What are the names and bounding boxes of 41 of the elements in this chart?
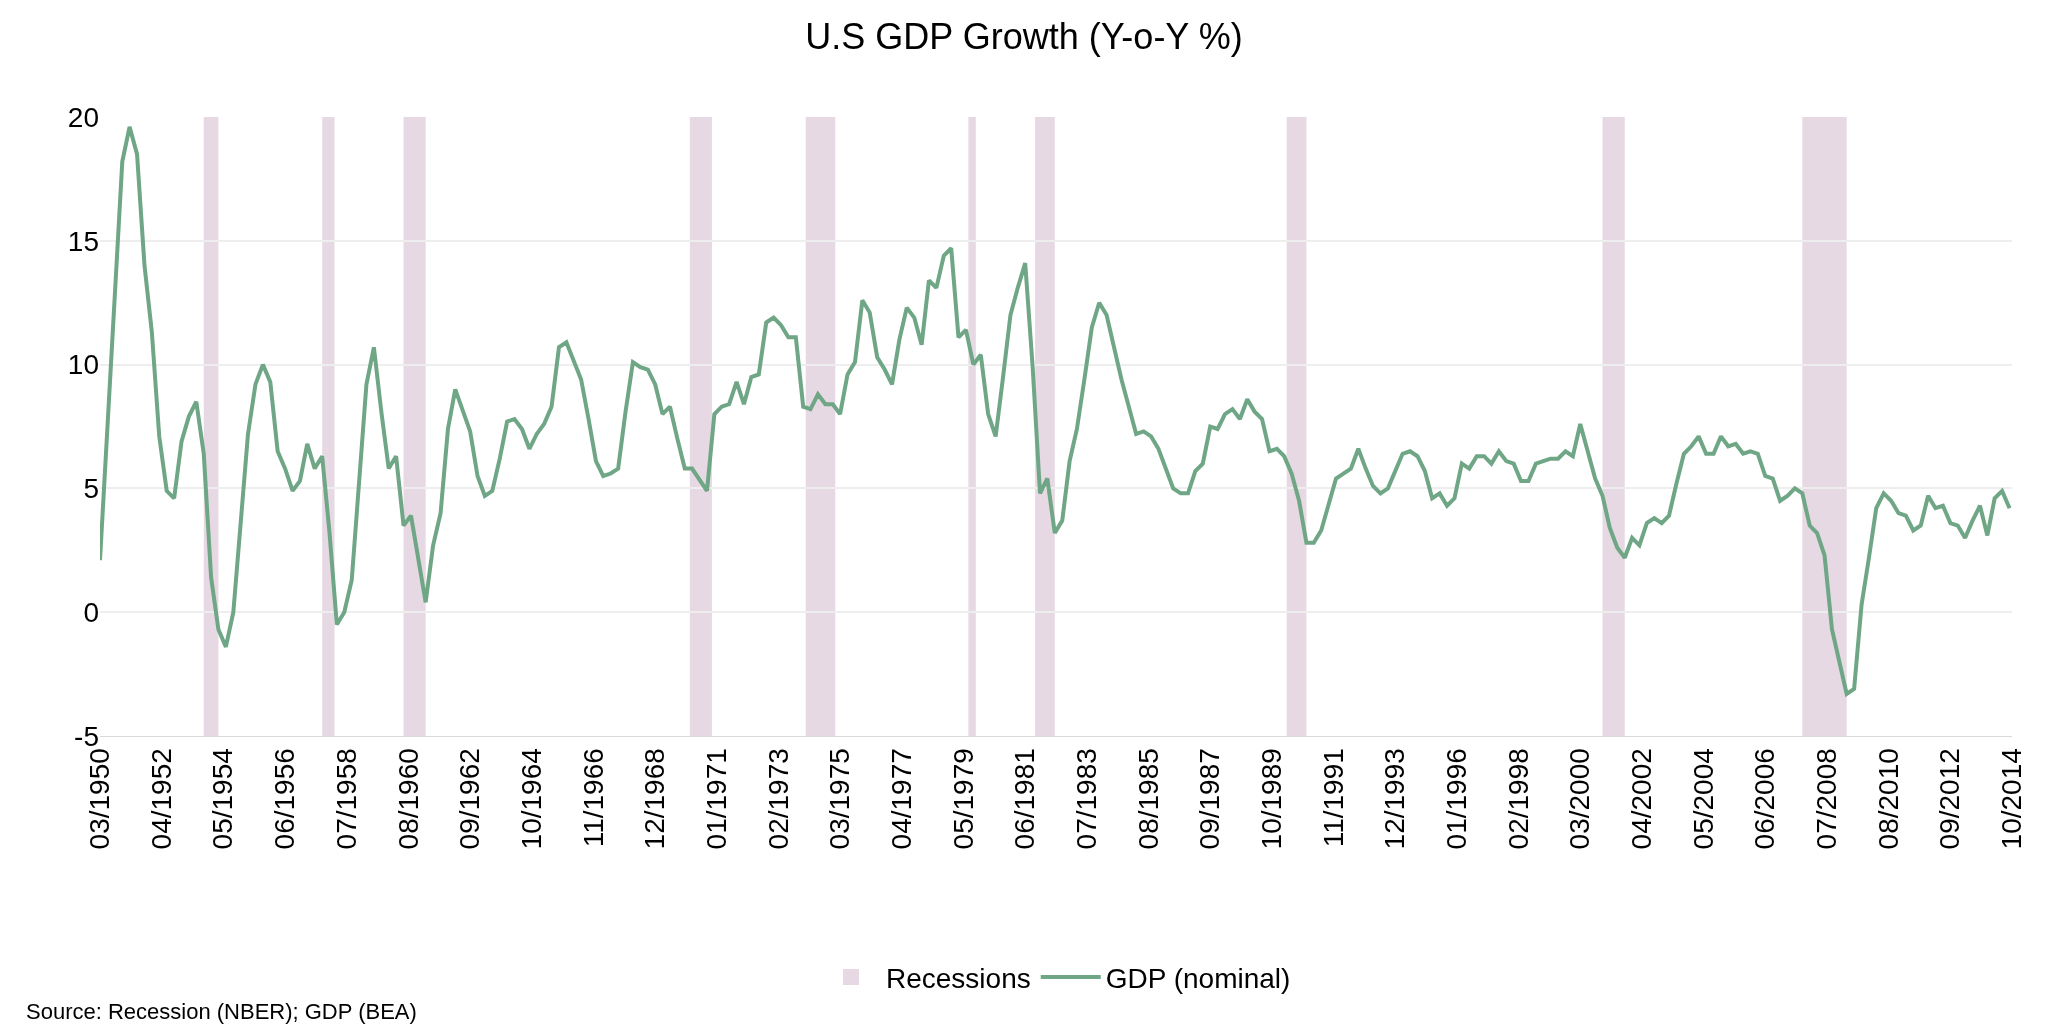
x-tick-label: 06/2006 xyxy=(1749,748,1781,850)
y-tick-label: 10 xyxy=(67,349,99,381)
x-tick-label: 01/1971 xyxy=(700,748,732,850)
x-tick-label: 05/1954 xyxy=(207,748,239,850)
x-tick-label: 04/1977 xyxy=(885,748,917,850)
x-tick-label: 10/1989 xyxy=(1256,748,1288,850)
x-tick-label: 02/1998 xyxy=(1502,748,1534,850)
line-series xyxy=(100,124,2012,696)
x-tick-label: 04/1952 xyxy=(145,748,177,850)
x-tick-label: 03/1975 xyxy=(824,748,856,850)
x-tick-label: 05/1979 xyxy=(947,748,979,850)
x-tick-label: 09/1987 xyxy=(1194,748,1226,850)
y-tick-label: 15 xyxy=(67,225,99,257)
legend-label: GDP (nominal) xyxy=(1105,963,1291,995)
y-tick-label: 5 xyxy=(83,473,99,505)
x-tick-label: 02/1973 xyxy=(762,748,794,850)
x-tick-label: 01/1996 xyxy=(1441,748,1473,850)
x-tick-label: 08/1960 xyxy=(392,748,424,850)
x-tick-label: 08/1985 xyxy=(1132,748,1164,850)
chart-title: U.S GDP Growth (Y-o-Y %) xyxy=(805,15,1243,57)
x-tick-label: 05/2004 xyxy=(1687,748,1719,850)
x-tick-label: 10/1964 xyxy=(515,748,547,850)
x-tick-label: 06/1956 xyxy=(269,748,301,850)
x-tick-label: 03/2000 xyxy=(1564,748,1596,850)
x-tick-label: 12/1968 xyxy=(639,748,671,850)
x-tick-label: 07/1958 xyxy=(330,748,362,850)
x-tick-label: 12/1993 xyxy=(1379,748,1411,850)
source-note: Source: Recession (NBER); GDP (BEA) xyxy=(26,999,417,1024)
x-tick-label: 10/2014 xyxy=(1996,748,2028,850)
x-tick-label: 11/1966 xyxy=(577,748,609,848)
x-tick-label: 09/2012 xyxy=(1934,748,1966,850)
x-tick-label: 06/1981 xyxy=(1009,748,1041,850)
x-tick-label: 09/1962 xyxy=(454,748,486,850)
y-tick-label: 20 xyxy=(67,101,99,133)
x-tick-label: 08/2010 xyxy=(1872,748,1904,850)
x-tick-label: 07/2008 xyxy=(1811,748,1843,850)
x-tick-label: 11/1991 xyxy=(1317,748,1349,848)
x-tick-label: 04/2002 xyxy=(1626,748,1658,850)
legend-label: Recessions xyxy=(886,963,1031,995)
x-tick-label: 07/1983 xyxy=(1070,748,1102,850)
y-tick-label: 0 xyxy=(83,597,99,628)
